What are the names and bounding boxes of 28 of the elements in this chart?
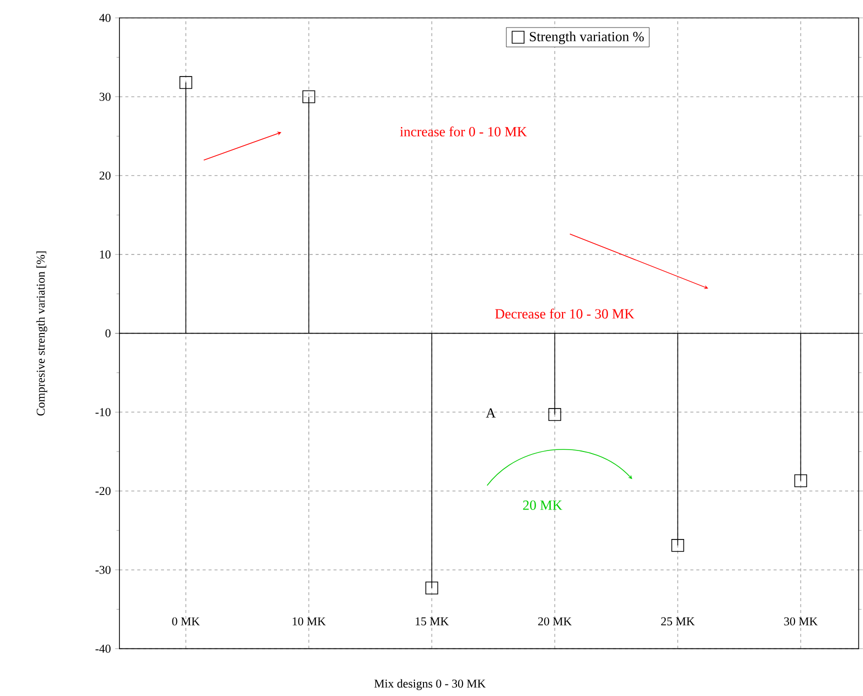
x-tick-label: 30 MK [784,617,818,626]
annotation: A [486,408,496,418]
y-tick-label: -20 [96,486,111,495]
y-tick-label: 0 [105,329,111,338]
y-tick-label: 20 [100,171,111,180]
x-axis-title: Mix designs 0 - 30 MK [374,679,486,690]
y-axis-title: Compresive strength variation [%] [36,251,48,416]
y-tick-label: -40 [96,644,111,653]
x-tick-label: 25 MK [661,617,695,626]
x-tick-label: 10 MK [292,617,326,626]
legend-label: Strength variation % [530,31,644,44]
y-tick-label: -30 [96,566,111,574]
point [794,474,808,487]
y-tick-label: -10 [96,408,111,416]
point [179,76,192,89]
annotation: 20 MK [523,500,562,510]
point [425,581,438,594]
y-tick-label: 10 [100,250,111,258]
point [671,538,684,552]
y-tick-label: 40 [99,14,111,22]
x-tick-label: 20 MK [538,617,572,626]
x-tick-label: 0 MK [172,617,200,626]
y-tick-label: 30 [100,92,111,101]
annotation: Decrease for 10 - 30 MK [495,308,634,318]
point [302,90,316,103]
x-tick-label: 15 MK [416,617,449,626]
point [548,408,562,421]
annotation: increase for 0 - 10 MK [400,126,527,136]
